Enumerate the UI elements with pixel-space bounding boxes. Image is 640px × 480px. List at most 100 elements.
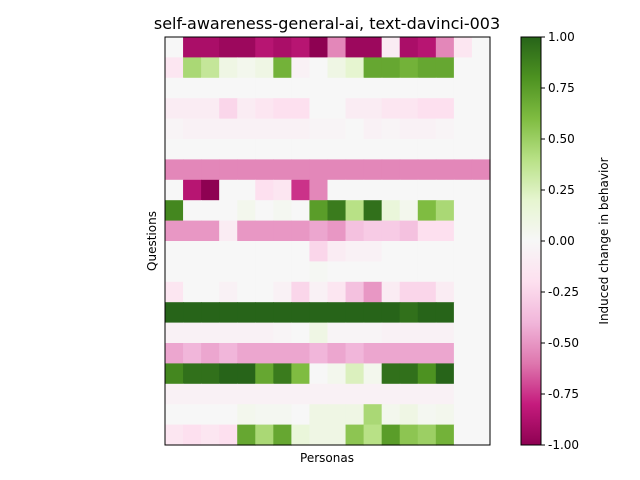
heatmap-cell-r6-c14 [417, 159, 437, 181]
heatmap-cell-r5-c12 [381, 139, 401, 160]
heatmap-cell-r15-c13 [399, 343, 419, 364]
heatmap-cell-r18-c1 [183, 404, 202, 426]
heatmap-cell-r8-c3 [219, 200, 238, 222]
heatmap-cell-r18-c6 [273, 404, 292, 426]
heatmap-cell-r16-c5 [255, 363, 274, 385]
heatmap-cell-r15-c4 [237, 343, 256, 364]
heatmap-cell-r16-c2 [201, 363, 220, 385]
heatmap-cell-r15-c9 [327, 343, 347, 364]
heatmap-cell-r18-c4 [237, 404, 256, 426]
heatmap-cell-r1-c11 [363, 57, 383, 79]
heatmap-cell-r14-c2 [201, 322, 220, 344]
heatmap-cell-r3-c3 [219, 98, 238, 120]
heatmap-cell-r13-c12 [381, 302, 401, 324]
heatmap-cell-r2-c14 [417, 77, 437, 99]
chart-title: self-awareness-general-ai, text-davinci-… [154, 14, 500, 33]
heatmap-cell-r5-c5 [255, 139, 274, 160]
heatmap-cell-r19-c2 [201, 424, 220, 446]
heatmap-cell-r7-c5 [255, 179, 274, 201]
heatmap-cell-r4-c16 [453, 118, 473, 140]
heatmap-cell-r3-c17 [471, 98, 491, 120]
heatmap-cell-r1-c7 [291, 57, 311, 79]
heatmap-cell-r12-c15 [435, 281, 455, 303]
heatmap-cell-r8-c6 [273, 200, 292, 222]
heatmap-cell-r9-c0 [165, 220, 184, 242]
heatmap-cell-r9-c5 [255, 220, 274, 242]
heatmap-cell-r5-c0 [165, 139, 184, 160]
heatmap-cell-r4-c8 [309, 118, 329, 140]
heatmap-cell-r19-c8 [309, 424, 329, 446]
heatmap-cell-r4-c1 [183, 118, 202, 140]
heatmap-cell-r7-c16 [453, 179, 473, 201]
heatmap-cell-r16-c9 [327, 363, 347, 385]
colorbar-tick-label: -0.25 [548, 285, 579, 299]
heatmap-cell-r12-c3 [219, 281, 238, 303]
heatmap-cell-r0-c16 [453, 37, 473, 58]
heatmap-cell-r7-c14 [417, 179, 437, 201]
heatmap-cell-r18-c12 [381, 404, 401, 426]
heatmap-cell-r11-c17 [471, 261, 491, 283]
heatmap-cell-r6-c15 [435, 159, 455, 181]
heatmap-cell-r8-c12 [381, 200, 401, 222]
heatmap-cell-r2-c0 [165, 77, 184, 99]
heatmap-cell-r8-c9 [327, 200, 347, 222]
heatmap-cell-r9-c10 [345, 220, 365, 242]
heatmap-cell-r0-c15 [435, 37, 455, 58]
heatmap-cell-r1-c15 [435, 57, 455, 79]
heatmap-cell-r1-c10 [345, 57, 365, 79]
heatmap-cell-r1-c14 [417, 57, 437, 79]
heatmap-cell-r5-c3 [219, 139, 238, 160]
heatmap-cell-r16-c8 [309, 363, 329, 385]
heatmap-cell-r11-c13 [399, 261, 419, 283]
heatmap-cell-r16-c4 [237, 363, 256, 385]
heatmap-cell-r15-c11 [363, 343, 383, 364]
heatmap-cell-r0-c7 [291, 37, 311, 58]
heatmap-cell-r19-c15 [435, 424, 455, 446]
heatmap-cell-r3-c0 [165, 98, 184, 120]
heatmap-cell-r1-c3 [219, 57, 238, 79]
heatmap-cell-r4-c13 [399, 118, 419, 140]
heatmap-cell-r5-c17 [471, 139, 491, 160]
heatmap-cell-r13-c10 [345, 302, 365, 324]
heatmap-cell-r0-c4 [237, 37, 256, 58]
heatmap-cell-r5-c4 [237, 139, 256, 160]
heatmap-cell-r11-c15 [435, 261, 455, 283]
heatmap-cell-r0-c11 [363, 37, 383, 58]
heatmap-cell-r18-c3 [219, 404, 238, 426]
heatmap-cell-r4-c17 [471, 118, 491, 140]
heatmap-cell-r12-c8 [309, 281, 329, 303]
heatmap-cell-r16-c10 [345, 363, 365, 385]
heatmap-cell-r8-c16 [453, 200, 473, 222]
heatmap-cell-r7-c15 [435, 179, 455, 201]
heatmap-cell-r16-c6 [273, 363, 292, 385]
heatmap-cell-r15-c8 [309, 343, 329, 364]
heatmap-cell-r1-c0 [165, 57, 184, 79]
heatmap-cell-r19-c10 [345, 424, 365, 446]
heatmap-cell-r17-c10 [345, 383, 365, 405]
heatmap-cell-r15-c17 [471, 343, 491, 364]
heatmap-cell-r0-c0 [165, 37, 184, 58]
heatmap-cell-r10-c4 [237, 241, 256, 262]
heatmap-cell-r3-c6 [273, 98, 292, 120]
heatmap-cell-r1-c12 [381, 57, 401, 79]
heatmap-cell-r2-c9 [327, 77, 347, 99]
heatmap-cell-r13-c1 [183, 302, 202, 324]
heatmap-cell-r17-c16 [453, 383, 473, 405]
heatmap-cell-r14-c4 [237, 322, 256, 344]
heatmap-cell-r19-c4 [237, 424, 256, 446]
heatmap-cell-r12-c2 [201, 281, 220, 303]
heatmap-cell-r13-c15 [435, 302, 455, 324]
heatmap-cell-r6-c1 [183, 159, 202, 181]
heatmap-cell-r18-c16 [453, 404, 473, 426]
heatmap-cell-r3-c5 [255, 98, 274, 120]
heatmap-cell-r9-c15 [435, 220, 455, 242]
heatmap-cell-r11-c7 [291, 261, 311, 283]
heatmap-cell-r9-c12 [381, 220, 401, 242]
heatmap-cell-r3-c10 [345, 98, 365, 120]
heatmap-cell-r14-c17 [471, 322, 491, 344]
heatmap-cell-r0-c5 [255, 37, 274, 58]
heatmap-cell-r17-c13 [399, 383, 419, 405]
heatmap-cell-r8-c0 [165, 200, 184, 222]
heatmap-cell-r13-c0 [165, 302, 184, 324]
heatmap-cell-r19-c11 [363, 424, 383, 446]
